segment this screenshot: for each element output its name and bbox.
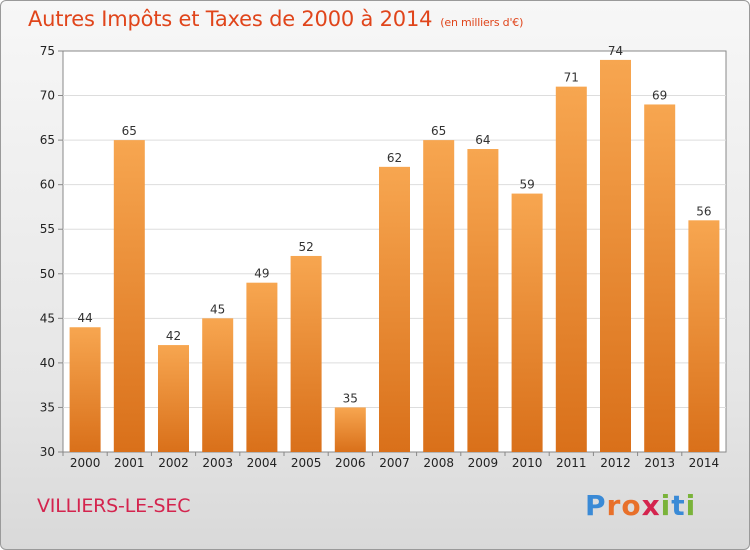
x-tick-label: 2011 [556,456,587,470]
x-tick-label: 2003 [202,456,233,470]
x-tick-label: 2005 [291,456,322,470]
logo-letter: o [621,489,642,522]
bar-2008 [423,140,455,452]
bar-2004 [246,282,278,452]
data-label-2000: 44 [77,311,92,325]
chart-title: Autres Impôts et Taxes de 2000 à 2014 (en… [28,7,523,31]
bar-2001 [113,140,145,452]
bar-2009 [467,149,499,452]
logo-letter: P [585,489,607,522]
bar-2011 [555,86,587,453]
proxiti-logo: Proxiti [585,489,696,522]
data-label-2005: 52 [298,240,313,254]
y-tick-label: 75 [40,44,55,58]
data-label-2001: 65 [122,124,137,138]
bar-2013 [644,104,676,452]
title-text: Autres Impôts et Taxes de 2000 à 2014 [28,7,433,31]
data-label-2013: 69 [652,88,667,102]
data-label-2004: 49 [254,267,269,281]
y-tick-label: 40 [40,356,55,370]
logo-letter: x [641,489,661,522]
data-label-2003: 45 [210,302,225,316]
x-tick-label: 2009 [468,456,499,470]
logo-letter: r [606,489,622,522]
logo-letter: t [671,489,686,522]
bar-2003 [202,318,234,452]
logo-letter: i [660,489,672,522]
x-tick-label: 2002 [158,456,189,470]
y-tick-label: 50 [40,267,55,281]
x-tick-label: 2001 [114,456,145,470]
bar-2007 [379,166,410,452]
y-tick-label: 60 [40,178,55,192]
x-tick-label: 2008 [423,456,454,470]
data-label-2006: 35 [343,391,358,405]
data-label-2011: 71 [564,71,579,85]
data-label-2002: 42 [166,329,181,343]
x-tick-label: 2007 [379,456,410,470]
x-tick-label: 2010 [512,456,543,470]
data-label-2007: 62 [387,151,402,165]
data-label-2014: 56 [696,204,711,218]
y-tick-label: 30 [40,445,55,459]
x-tick-label: 2000 [70,456,101,470]
bar-2010 [511,193,543,453]
x-tick-label: 2006 [335,456,366,470]
y-tick-label: 70 [40,89,55,103]
data-label-2009: 64 [475,133,490,147]
y-tick-label: 35 [40,400,55,414]
bar-2002 [158,345,189,452]
bar-2000 [69,327,101,452]
data-label-2008: 65 [431,124,446,138]
y-tick-label: 65 [40,133,55,147]
bar-2005 [290,255,322,452]
x-tick-label: 2012 [600,456,631,470]
bar-2012 [600,59,631,453]
x-tick-label: 2013 [644,456,675,470]
bar-2006 [334,407,366,452]
y-tick-label: 55 [40,222,55,236]
data-label-2010: 59 [519,178,534,192]
x-tick-label: 2014 [689,456,720,470]
y-tick-label: 45 [40,311,55,325]
data-label-2012: 74 [608,44,623,58]
logo-letter: i [685,489,697,522]
x-tick-label: 2004 [247,456,278,470]
bar-2014 [688,220,720,452]
commune-name: VILLIERS-LE-SEC [37,495,191,517]
title-unit: (en milliers d'€) [440,16,524,29]
